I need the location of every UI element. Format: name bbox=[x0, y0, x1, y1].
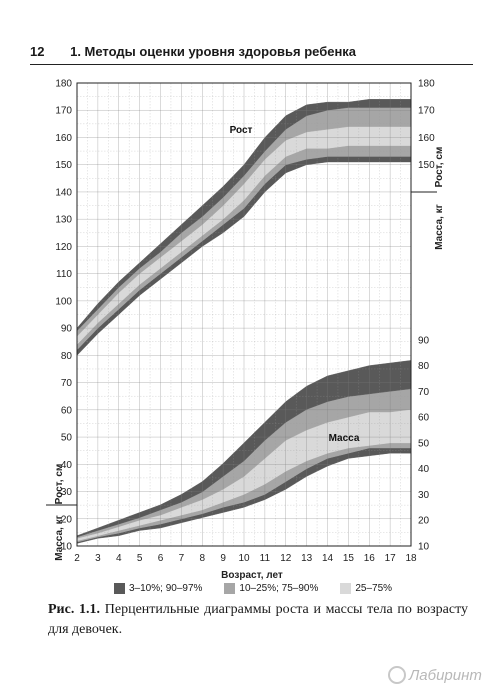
chart-legend: 3–10%; 90–97% 10–25%; 75–90% 25–75% bbox=[114, 583, 392, 594]
tick-labels: 2 3 4 5 6 7 8 9 10 11 12 13 14 15 16 17 1810203040506070… bbox=[55, 79, 435, 565]
left-tick-label: 100 bbox=[55, 296, 72, 307]
x-tick-label: 17 bbox=[385, 553, 397, 564]
x-tick-label: 11 bbox=[260, 553, 271, 564]
right-axis-title-height: Рост, см bbox=[434, 147, 445, 188]
legend-swatch-inner bbox=[340, 583, 352, 594]
left-tick-label: 120 bbox=[55, 242, 72, 253]
right-weight-tick-label: 50 bbox=[418, 438, 430, 449]
legend-item-middle: 10–25%; 75–90% bbox=[224, 583, 318, 594]
right-axis-title-weight: Масса, кг bbox=[434, 204, 445, 250]
left-tick-label: 20 bbox=[61, 514, 73, 525]
page-header: 12 1. Методы оценки уровня здоровья ребе… bbox=[30, 44, 356, 59]
left-tick-label: 150 bbox=[55, 160, 72, 171]
left-tick-label: 170 bbox=[55, 106, 72, 117]
header-rule bbox=[30, 64, 473, 65]
left-tick-label: 180 bbox=[55, 79, 72, 90]
x-tick-label: 12 bbox=[280, 553, 292, 564]
series-label-height: Рост bbox=[230, 125, 253, 136]
right-weight-tick-label: 80 bbox=[418, 361, 430, 372]
legend-label-middle: 10–25%; 75–90% bbox=[239, 583, 319, 594]
x-tick-label: 18 bbox=[405, 553, 417, 564]
left-tick-label: 160 bbox=[55, 133, 72, 144]
x-tick-label: 7 bbox=[179, 553, 185, 564]
caption-label: Рис. 1.1. bbox=[48, 602, 101, 617]
watermark-text: Лабиринт bbox=[409, 666, 482, 684]
left-tick-label: 10 bbox=[61, 542, 73, 553]
left-tick-label: 50 bbox=[61, 433, 73, 444]
left-axis-title-weight: Масса, кг bbox=[54, 515, 65, 561]
series-label-weight: Масса bbox=[329, 433, 360, 444]
x-tick-label: 3 bbox=[95, 553, 101, 564]
legend-label-inner: 25–75% bbox=[355, 583, 393, 594]
legend-swatch-outer bbox=[114, 583, 125, 594]
axis-titles: Возраст, лет Рост, см Масса, кг Рост, см Мас… bbox=[54, 125, 445, 581]
left-tick-label: 80 bbox=[61, 351, 73, 362]
x-tick-label: 14 bbox=[322, 553, 334, 564]
x-tick-label: 5 bbox=[137, 553, 143, 564]
legend-item-inner: 25–75% bbox=[340, 583, 392, 594]
right-weight-tick-label: 70 bbox=[418, 387, 430, 398]
x-tick-label: 4 bbox=[116, 553, 122, 564]
x-tick-label: 10 bbox=[238, 553, 250, 564]
right-height-tick-label: 170 bbox=[418, 106, 435, 117]
caption-text: Перцентильные диаграммы роста и массы те… bbox=[48, 602, 468, 637]
watermark-logo-icon bbox=[388, 666, 406, 684]
legend-item-outer: 3–10%; 90–97% bbox=[114, 583, 202, 594]
right-weight-tick-label: 40 bbox=[418, 464, 430, 475]
left-tick-label: 70 bbox=[61, 378, 73, 389]
page-number: 12 bbox=[30, 44, 45, 59]
x-tick-label: 9 bbox=[220, 553, 226, 564]
plot-border bbox=[76, 82, 412, 547]
x-tick-label: 8 bbox=[199, 553, 205, 564]
left-tick-label: 110 bbox=[56, 269, 72, 280]
right-weight-tick-label: 60 bbox=[418, 413, 430, 424]
x-tick-label: 15 bbox=[343, 553, 355, 564]
x-tick-label: 6 bbox=[158, 553, 164, 564]
x-tick-label: 13 bbox=[301, 553, 313, 564]
chart-frame bbox=[46, 82, 437, 547]
right-height-tick-label: 180 bbox=[418, 79, 435, 90]
left-tick-label: 40 bbox=[61, 460, 73, 471]
right-height-tick-label: 160 bbox=[418, 133, 435, 144]
right-weight-tick-label: 20 bbox=[418, 516, 430, 527]
left-tick-label: 90 bbox=[61, 324, 73, 335]
watermark: Лабиринт bbox=[388, 666, 482, 684]
left-tick-label: 140 bbox=[55, 187, 72, 198]
figure-caption: Рис. 1.1. Перцентильные диаграммы роста … bbox=[48, 600, 468, 640]
left-tick-label: 60 bbox=[61, 405, 73, 416]
x-tick-label: 2 bbox=[74, 553, 80, 564]
x-tick-label: 16 bbox=[364, 553, 376, 564]
left-tick-label: 130 bbox=[55, 215, 72, 226]
right-height-tick-label: 150 bbox=[418, 160, 435, 171]
legend-swatch-middle bbox=[224, 583, 236, 594]
right-weight-tick-label: 30 bbox=[418, 490, 430, 501]
left-axis-title-height: Рост, см bbox=[54, 464, 65, 505]
right-weight-tick-label: 90 bbox=[418, 335, 430, 346]
running-title: 1. Методы оценки уровня здоровья ребенка bbox=[70, 44, 357, 59]
legend-label-outer: 3–10%; 90–97% bbox=[129, 583, 203, 594]
left-tick-label: 30 bbox=[61, 487, 73, 498]
right-weight-tick-label: 10 bbox=[418, 542, 430, 553]
x-axis-title: Возраст, лет bbox=[221, 570, 283, 581]
